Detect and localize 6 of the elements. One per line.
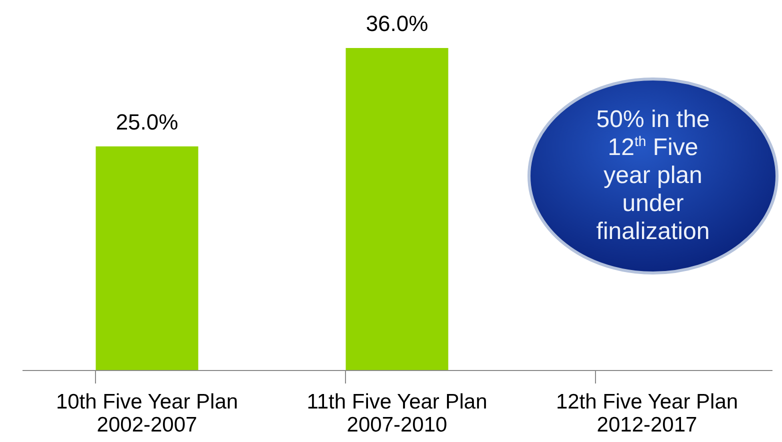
annotation: 50% in the 12$^{th}$ Five year plan under finalization bbox=[595, 106, 711, 246]
x-tick-label: 12th Five Year Plan 2012-2017 bbox=[556, 390, 738, 436]
x-tick-label: 11th Five Year Plan 2007-2010 bbox=[306, 390, 488, 436]
data-label: 36.0% bbox=[366, 11, 428, 36]
data-label: 25.0% bbox=[116, 109, 178, 134]
x-tick-label: 10th Five Year Plan 2002-2007 bbox=[56, 390, 238, 436]
